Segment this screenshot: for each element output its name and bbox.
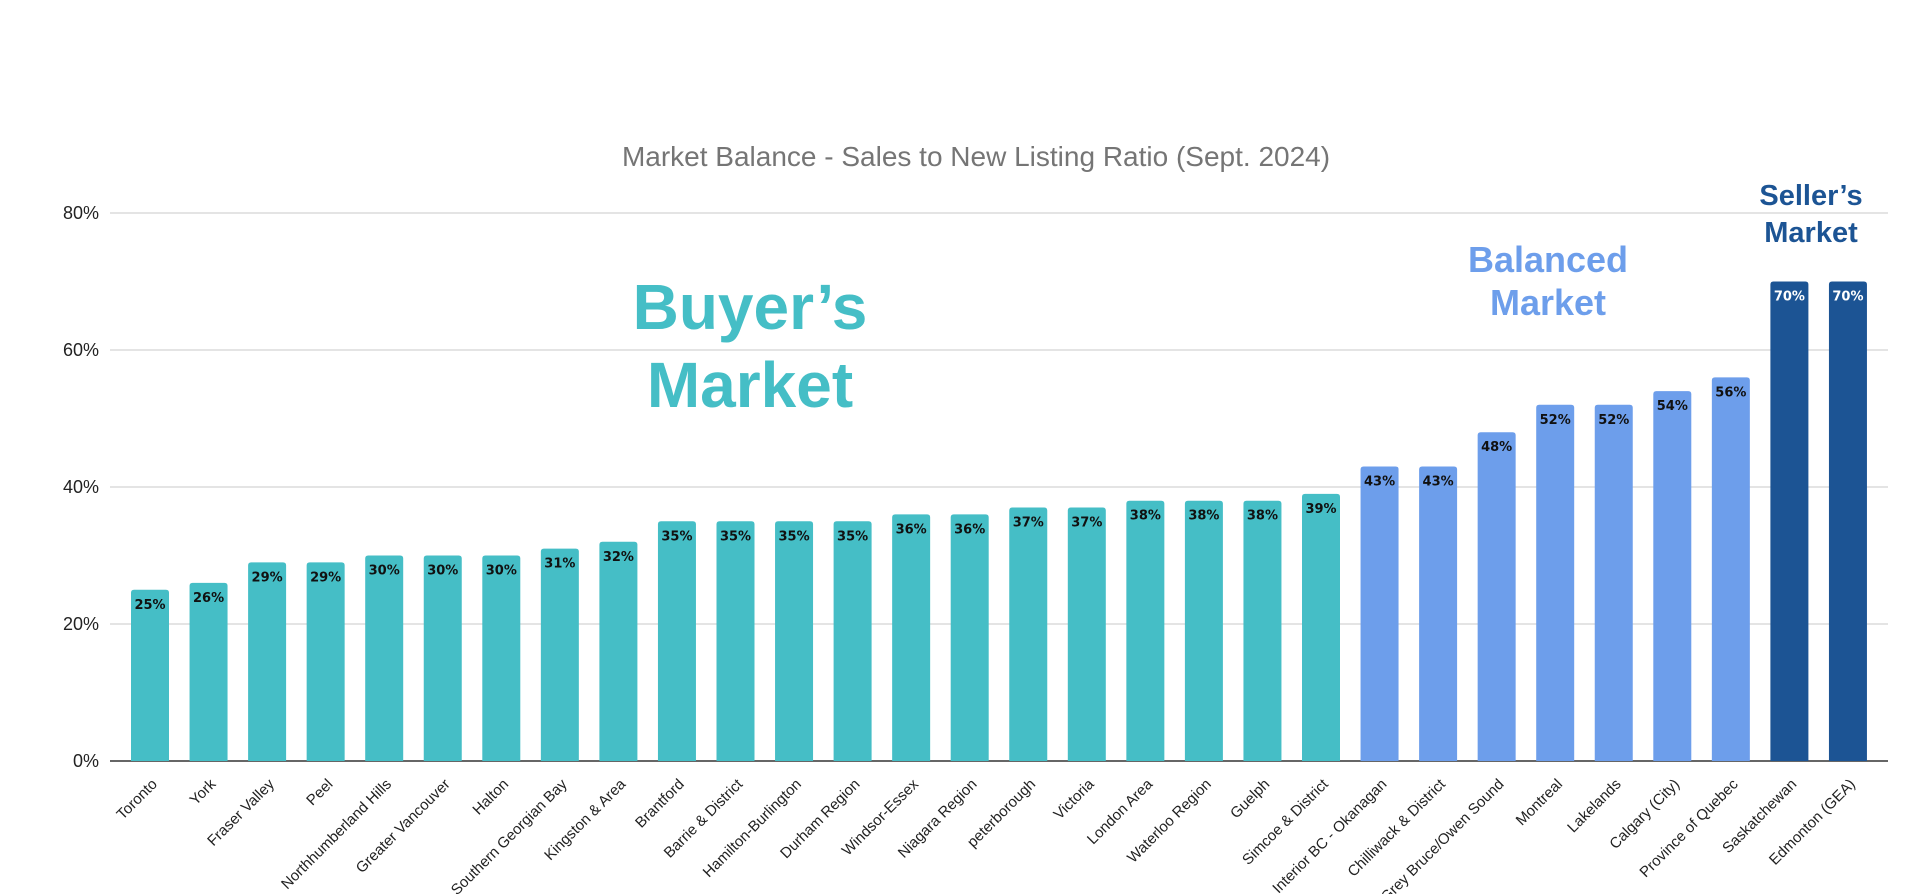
bar (1009, 507, 1048, 761)
market-zone-label: Market (647, 349, 853, 421)
y-tick-label: 0% (73, 751, 99, 771)
data-label: 29% (310, 570, 341, 585)
data-label: 52% (1540, 413, 1571, 428)
x-tick-label: Guelph (1227, 776, 1273, 822)
x-tick-label: Chilliwack & District (1344, 775, 1449, 880)
bar (1536, 404, 1575, 761)
data-label: 35% (720, 529, 751, 544)
y-tick-label: 40% (63, 477, 99, 497)
x-tick-label: Hamilton-Burlington (700, 776, 805, 881)
data-labels: 25% 26% 29% 29% 30% 30% 30% 31% 32% 35% 35% 35% 35% 3… (134, 290, 1863, 613)
data-label: 37% (1071, 516, 1102, 531)
bar (1067, 507, 1106, 761)
bar (775, 521, 814, 761)
market-zone-label: Market (1490, 282, 1606, 323)
bar (306, 562, 345, 761)
data-label: 31% (544, 557, 575, 572)
data-label: 39% (1305, 502, 1336, 517)
data-label: 43% (1423, 474, 1454, 489)
bar (131, 589, 169, 761)
bar (482, 555, 521, 761)
data-label: 29% (252, 570, 283, 585)
data-label: 37% (1013, 516, 1044, 531)
y-tick-label: 20% (63, 614, 99, 634)
bar (599, 541, 638, 761)
market-zone-label: Market (1764, 217, 1858, 249)
data-label: 32% (603, 550, 634, 565)
x-tick-label: Southern Georgian Bay (448, 775, 571, 894)
data-label: 25% (134, 598, 165, 613)
market-zone-label: Buyer’s (633, 271, 868, 343)
bar (540, 548, 579, 761)
x-tick-label: York (187, 775, 220, 808)
bar (1594, 404, 1633, 761)
data-label: 30% (427, 564, 458, 579)
bar (1828, 281, 1867, 761)
data-label: 35% (661, 529, 692, 544)
x-tick-label: Montreal (1513, 776, 1566, 829)
data-label: 38% (1247, 509, 1278, 524)
bar (1419, 466, 1458, 761)
chart-title: Market Balance - Sales to New Listing Ra… (622, 141, 1330, 172)
bar (365, 555, 404, 761)
data-label: 30% (486, 564, 517, 579)
bar (833, 521, 872, 761)
data-label: 70% (1774, 290, 1805, 305)
data-label: 70% (1832, 290, 1863, 305)
market-zone-labels: Buyer’sMarketBalancedMarketSeller’sMarke… (633, 180, 1863, 421)
bar (1770, 281, 1809, 761)
y-axis: 0% 20% 40% 60% 80% (63, 203, 99, 771)
data-label: 52% (1598, 413, 1629, 428)
bar (657, 521, 696, 761)
data-label: 30% (369, 564, 400, 579)
data-label: 54% (1657, 399, 1688, 414)
bar (189, 582, 228, 761)
bar (1360, 466, 1399, 761)
data-label: 36% (954, 522, 985, 537)
bar (1184, 500, 1223, 761)
x-tick-label: Brantford (632, 776, 688, 832)
bar (1243, 500, 1282, 761)
x-tick-label: Peel (303, 776, 336, 809)
y-tick-label: 60% (63, 340, 99, 360)
bar (248, 562, 287, 761)
x-tick-label: Interior BC - Okanagan (1269, 776, 1390, 894)
y-tick-label: 80% (63, 203, 99, 223)
bar (423, 555, 462, 761)
data-label: 38% (1130, 509, 1161, 524)
x-tick-label: Lakelands (1564, 776, 1624, 836)
data-label: 36% (896, 522, 927, 537)
bars (131, 281, 1867, 761)
data-label: 56% (1715, 385, 1746, 400)
x-tick-label: Province of Quebec (1636, 775, 1742, 881)
x-tick-label: Northhumberland Hills (278, 776, 395, 893)
x-tick-label: Toronto (113, 776, 160, 823)
bar (1126, 500, 1165, 761)
bar (1302, 493, 1340, 761)
bar (892, 514, 931, 761)
bar (1711, 377, 1750, 761)
bar (1477, 432, 1516, 761)
x-tick-label: Victoria (1050, 775, 1098, 823)
data-label: 43% (1364, 474, 1395, 489)
bar (716, 521, 755, 761)
bar (1653, 391, 1692, 761)
data-label: 35% (837, 529, 868, 544)
data-label: 48% (1481, 440, 1512, 455)
bar (950, 514, 989, 761)
data-label: 26% (193, 591, 224, 606)
market-zone-label: Seller’s (1759, 180, 1862, 212)
market-zone-label: Balanced (1468, 239, 1628, 280)
data-label: 38% (1188, 509, 1219, 524)
data-label: 35% (778, 529, 809, 544)
gridlines (110, 212, 1888, 762)
x-tick-label: Halton (469, 776, 512, 819)
